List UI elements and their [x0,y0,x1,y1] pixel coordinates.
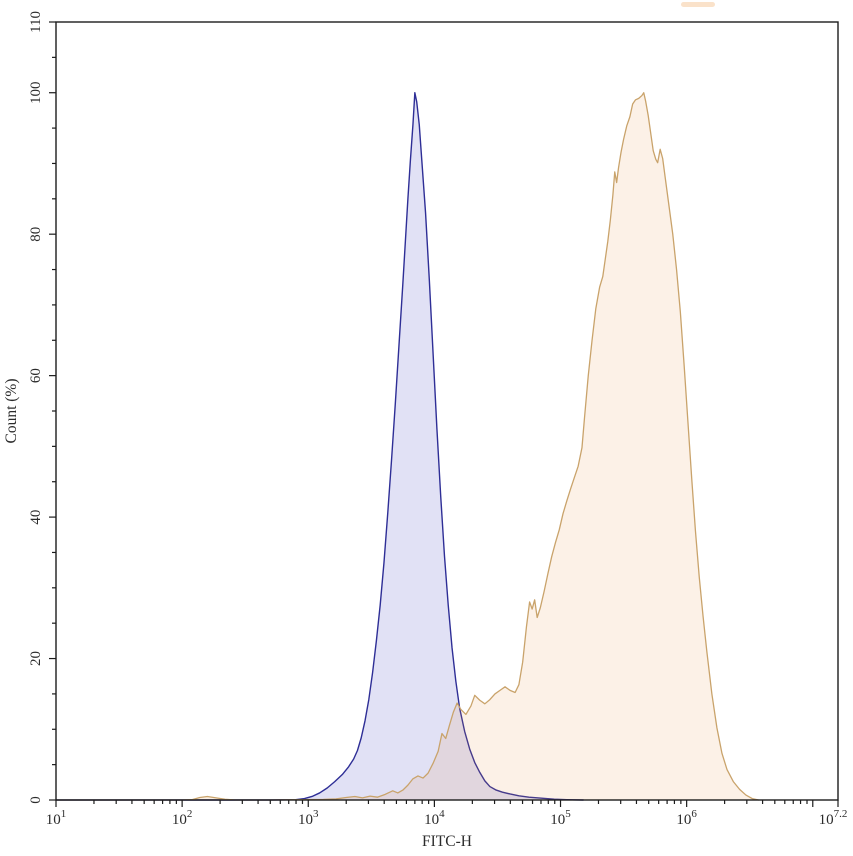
x-tick-label: 103 [298,808,319,828]
x-tick-label: 107.2 [819,808,848,828]
blue-population-curve [55,92,584,801]
y-tick-label: 110 [28,11,44,33]
x-tick-label: 104 [424,808,445,828]
x-tick-label: 101 [46,808,67,828]
x-tick-label: 106 [676,808,697,828]
orange-population-fill [56,92,759,801]
y-tick-label: 40 [28,510,44,525]
x-axis-title: FITC-H [422,833,472,850]
legend-artifact [681,2,715,7]
y-tick-label: 80 [28,227,44,242]
y-tick-label: 100 [28,81,44,104]
y-axis-title: Count (%) [3,378,20,443]
y-tick-label: 60 [28,368,44,383]
axis-ticks [49,21,839,807]
x-tick-label: 102 [172,808,193,828]
series-curves [55,92,760,801]
y-tick-label: 20 [28,651,44,666]
y-tick-label: 0 [28,796,44,804]
x-tick-label: 105 [550,808,571,828]
orange-population-curve [55,92,760,801]
